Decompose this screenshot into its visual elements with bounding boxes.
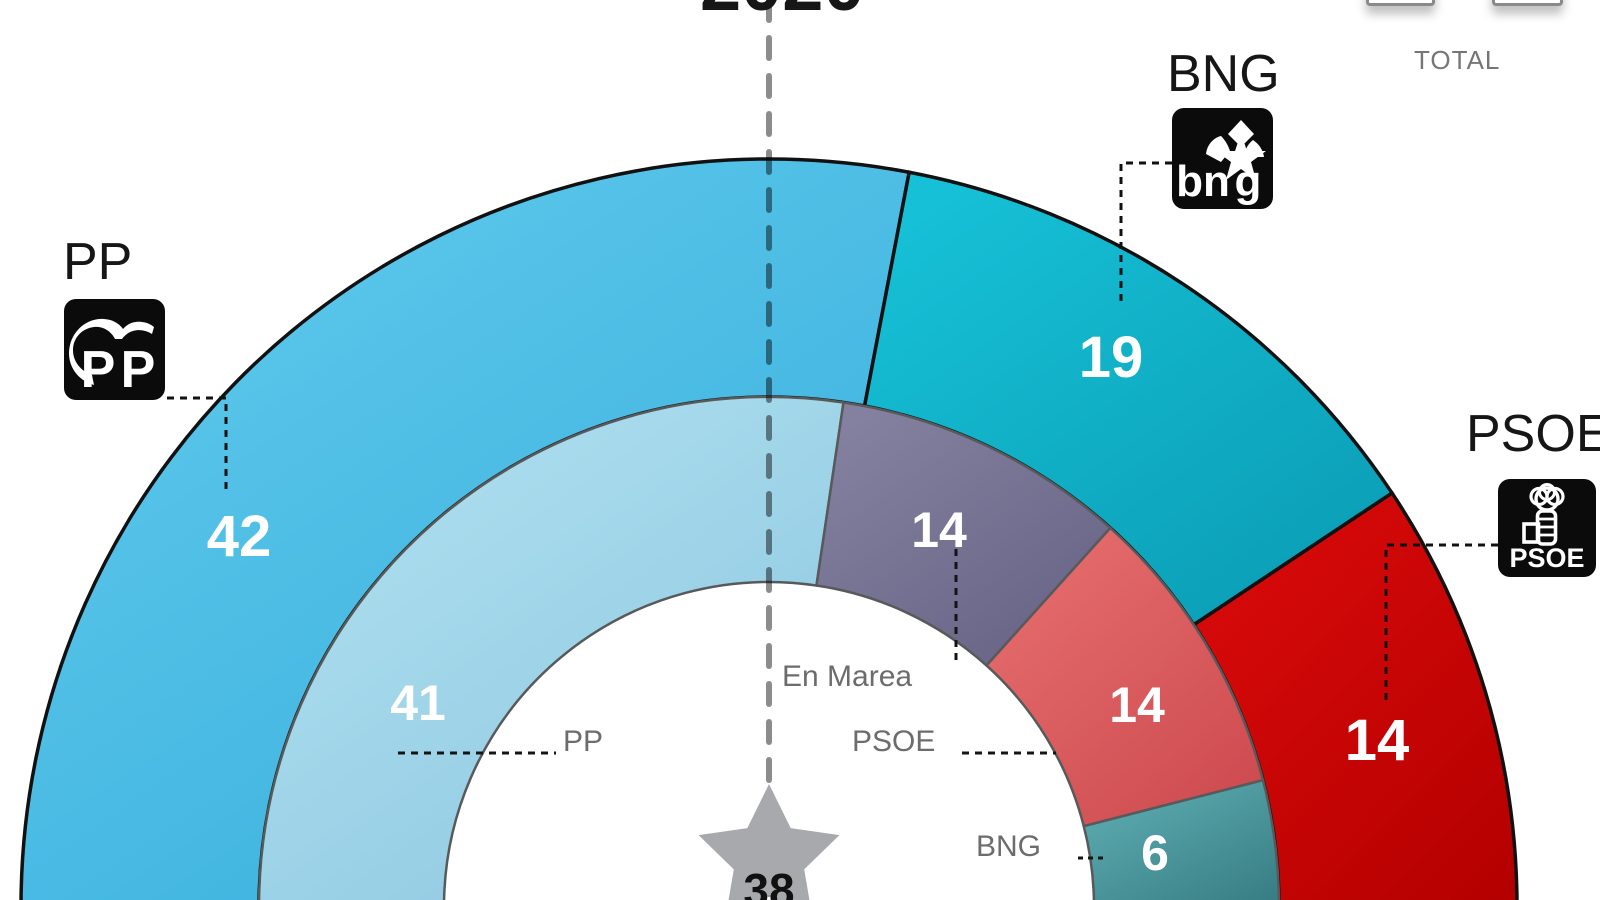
svg-text:19: 19 xyxy=(1079,325,1144,390)
svg-text:41: 41 xyxy=(390,675,446,731)
svg-text:14: 14 xyxy=(1109,677,1165,733)
svg-text:38: 38 xyxy=(743,864,794,900)
svg-text:g: g xyxy=(1235,157,1262,206)
svg-text:14: 14 xyxy=(911,502,967,558)
svg-text:PSOE: PSOE xyxy=(1509,543,1584,573)
svg-text:6: 6 xyxy=(1141,825,1169,881)
svg-text:P: P xyxy=(81,341,116,399)
svg-text:42: 42 xyxy=(207,504,272,569)
svg-text:bn: bn xyxy=(1176,157,1230,206)
svg-text:14: 14 xyxy=(1345,708,1410,773)
svg-text:P: P xyxy=(121,341,156,399)
